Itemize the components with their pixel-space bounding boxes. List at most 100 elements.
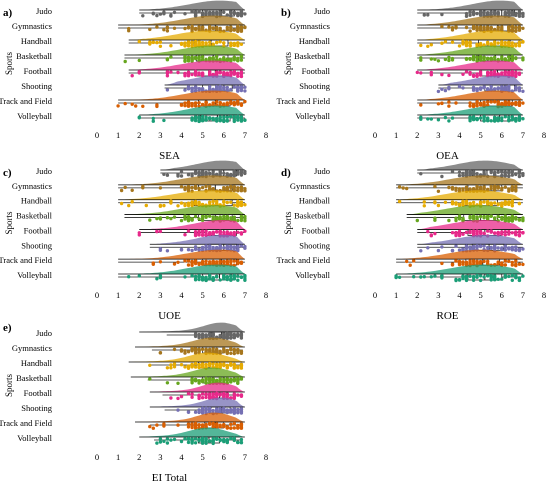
data-point xyxy=(197,71,201,75)
data-point xyxy=(236,381,240,385)
data-point xyxy=(225,438,229,442)
data-point xyxy=(204,395,208,400)
x-tick-label: 1 xyxy=(116,290,120,300)
data-point xyxy=(193,101,198,105)
data-point xyxy=(478,70,483,74)
data-point xyxy=(165,29,170,33)
density-shape xyxy=(160,160,245,170)
data-point xyxy=(440,101,444,105)
data-point xyxy=(239,376,244,381)
data-point xyxy=(239,74,244,79)
data-point xyxy=(169,363,173,367)
data-point xyxy=(151,262,155,266)
data-point xyxy=(419,249,423,253)
data-point xyxy=(510,204,514,208)
data-point xyxy=(232,426,236,430)
data-point xyxy=(165,25,170,29)
data-point xyxy=(496,246,500,250)
x-tick-label: 8 xyxy=(542,290,546,300)
data-point xyxy=(218,423,222,427)
data-point xyxy=(165,173,170,177)
data-point xyxy=(236,74,240,78)
data-point xyxy=(218,333,222,338)
data-point xyxy=(514,72,518,77)
data-point xyxy=(478,261,483,265)
data-point xyxy=(119,201,124,206)
data-point xyxy=(179,102,184,107)
data-point xyxy=(218,230,222,235)
data-point xyxy=(239,119,244,123)
data-point xyxy=(239,58,244,62)
data-point xyxy=(514,100,518,105)
data-point xyxy=(482,43,486,47)
data-point xyxy=(422,200,426,204)
data-point xyxy=(200,410,205,414)
data-point xyxy=(229,101,233,105)
data-point xyxy=(148,424,152,429)
x-tick-label: 4 xyxy=(457,130,462,140)
data-point xyxy=(468,101,472,105)
data-point xyxy=(471,73,476,78)
data-point xyxy=(239,173,244,177)
data-point xyxy=(222,334,226,338)
data-point xyxy=(521,56,525,60)
data-point xyxy=(482,119,486,123)
data-point xyxy=(493,201,497,205)
density-shape xyxy=(149,234,245,245)
data-point xyxy=(193,27,198,32)
sport-label: Shooting xyxy=(21,240,52,250)
data-point xyxy=(517,14,522,18)
data-point xyxy=(229,422,233,426)
data-point xyxy=(211,231,215,235)
sport-row: Volleyball xyxy=(17,427,245,446)
panel-label: d) xyxy=(281,167,291,179)
data-point xyxy=(464,230,469,234)
data-point xyxy=(236,218,240,223)
x-tick-label: 5 xyxy=(201,130,205,140)
data-point xyxy=(197,262,201,266)
data-point xyxy=(457,202,462,206)
data-point xyxy=(229,185,233,189)
data-point xyxy=(190,44,194,48)
data-point xyxy=(200,55,205,59)
data-point xyxy=(493,71,497,76)
density-shape xyxy=(417,0,523,10)
data-point xyxy=(419,71,423,75)
density-shape xyxy=(417,45,523,55)
x-tick-label: 6 xyxy=(222,130,226,140)
data-point xyxy=(447,55,451,60)
data-point xyxy=(478,278,483,283)
data-point xyxy=(433,231,437,236)
data-point xyxy=(464,40,469,44)
data-point xyxy=(183,12,187,16)
data-point xyxy=(471,214,476,218)
data-point xyxy=(489,170,493,175)
data-point xyxy=(510,28,514,32)
data-point xyxy=(169,396,173,400)
data-point xyxy=(183,71,187,76)
data-point xyxy=(450,231,455,235)
sport-label: Volleyball xyxy=(295,111,330,121)
data-point xyxy=(229,333,233,338)
data-point xyxy=(500,277,504,281)
data-point xyxy=(468,29,472,33)
data-point xyxy=(493,231,497,235)
sport-row: Judo xyxy=(314,0,525,18)
data-point xyxy=(208,273,212,278)
data-point xyxy=(236,261,240,266)
data-point xyxy=(204,244,208,248)
data-point xyxy=(500,57,504,61)
data-point xyxy=(215,379,219,383)
data-point xyxy=(461,276,465,281)
data-point xyxy=(478,274,483,278)
data-point xyxy=(169,55,173,59)
data-point xyxy=(514,85,518,90)
density-shape xyxy=(417,220,523,230)
data-point xyxy=(397,185,402,189)
data-point xyxy=(204,437,208,441)
data-point xyxy=(496,277,500,281)
data-point xyxy=(510,201,514,205)
data-point xyxy=(517,118,522,123)
data-point xyxy=(155,277,159,281)
data-point xyxy=(503,219,507,223)
